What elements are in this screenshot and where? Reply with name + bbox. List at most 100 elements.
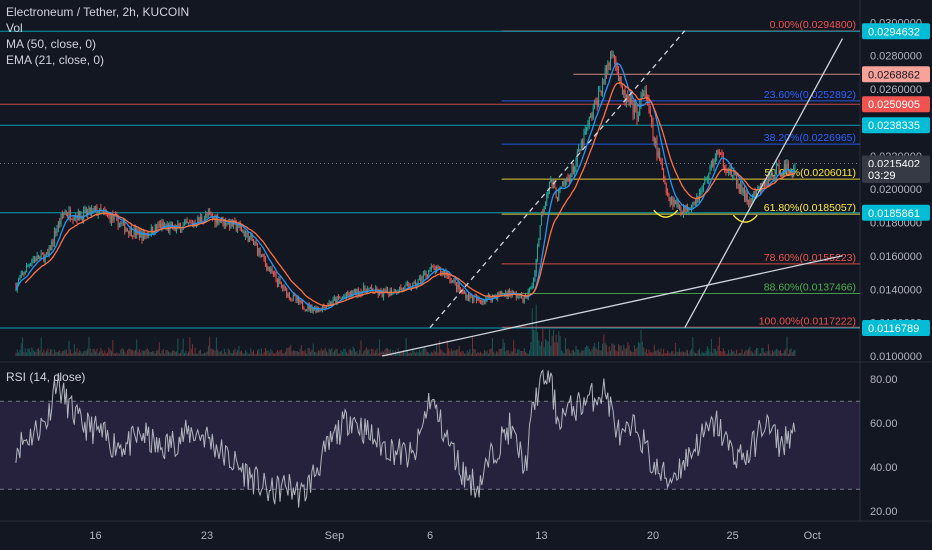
- candle[interactable]: [607, 63, 609, 75]
- candle[interactable]: [758, 187, 760, 189]
- candle[interactable]: [75, 215, 77, 218]
- candle[interactable]: [453, 279, 455, 281]
- candle[interactable]: [698, 192, 700, 200]
- candle[interactable]: [562, 181, 564, 187]
- candle[interactable]: [623, 90, 625, 94]
- candle[interactable]: [320, 309, 322, 311]
- candle[interactable]: [194, 223, 196, 226]
- candle[interactable]: [546, 194, 548, 202]
- candle[interactable]: [267, 267, 269, 270]
- candle[interactable]: [566, 177, 568, 182]
- candle[interactable]: [598, 90, 600, 107]
- candle[interactable]: [258, 247, 260, 254]
- candle[interactable]: [635, 104, 637, 107]
- candle[interactable]: [444, 270, 446, 276]
- candle[interactable]: [91, 209, 93, 215]
- candle[interactable]: [604, 68, 606, 84]
- candle[interactable]: [275, 274, 277, 280]
- candle[interactable]: [254, 242, 256, 244]
- candle[interactable]: [530, 288, 532, 290]
- candle[interactable]: [22, 273, 24, 275]
- candle[interactable]: [52, 241, 54, 243]
- candle[interactable]: [259, 247, 261, 256]
- candle[interactable]: [118, 223, 120, 228]
- candle[interactable]: [128, 230, 130, 235]
- candle[interactable]: [176, 227, 178, 232]
- candle[interactable]: [421, 277, 423, 282]
- candle[interactable]: [657, 151, 659, 157]
- candle[interactable]: [237, 227, 239, 231]
- candle[interactable]: [404, 285, 406, 290]
- candle[interactable]: [392, 293, 394, 295]
- candle[interactable]: [65, 212, 67, 216]
- candle[interactable]: [393, 289, 395, 294]
- candle[interactable]: [92, 208, 94, 210]
- candle[interactable]: [76, 215, 78, 221]
- candle[interactable]: [785, 164, 787, 172]
- candle[interactable]: [473, 296, 475, 301]
- candle[interactable]: [88, 207, 90, 212]
- candle[interactable]: [45, 252, 47, 255]
- candle[interactable]: [725, 169, 727, 173]
- candle[interactable]: [611, 54, 613, 57]
- candle[interactable]: [55, 231, 57, 234]
- candle[interactable]: [704, 180, 706, 184]
- candle[interactable]: [441, 272, 443, 274]
- candle[interactable]: [617, 69, 619, 81]
- candle[interactable]: [781, 173, 783, 175]
- candle[interactable]: [688, 208, 690, 212]
- candle[interactable]: [606, 68, 608, 75]
- candle[interactable]: [588, 117, 590, 125]
- candle[interactable]: [592, 108, 594, 118]
- candle[interactable]: [786, 164, 788, 172]
- candle[interactable]: [209, 212, 211, 215]
- candle[interactable]: [417, 279, 419, 285]
- candle[interactable]: [493, 294, 495, 297]
- candle[interactable]: [627, 95, 629, 98]
- candle[interactable]: [400, 287, 402, 290]
- candle[interactable]: [271, 268, 273, 274]
- candle[interactable]: [465, 293, 467, 299]
- candle[interactable]: [138, 231, 140, 238]
- candle[interactable]: [272, 273, 274, 275]
- candle[interactable]: [40, 253, 42, 257]
- candle[interactable]: [660, 160, 662, 164]
- candle[interactable]: [253, 240, 255, 243]
- candle[interactable]: [728, 171, 730, 173]
- support-trendline[interactable]: [684, 38, 844, 328]
- candle[interactable]: [262, 254, 264, 256]
- candle[interactable]: [234, 220, 236, 222]
- candle[interactable]: [469, 294, 471, 299]
- candle[interactable]: [247, 232, 249, 242]
- candle[interactable]: [113, 215, 115, 220]
- candle[interactable]: [653, 137, 655, 144]
- candle[interactable]: [292, 294, 294, 299]
- candle[interactable]: [793, 167, 795, 178]
- candle[interactable]: [448, 275, 450, 277]
- candle[interactable]: [238, 223, 240, 228]
- candle[interactable]: [283, 286, 285, 289]
- candle[interactable]: [406, 283, 408, 285]
- candle[interactable]: [290, 298, 292, 300]
- candle[interactable]: [352, 292, 354, 296]
- candle[interactable]: [716, 150, 718, 157]
- candle[interactable]: [39, 256, 41, 259]
- candle[interactable]: [60, 214, 62, 224]
- candle[interactable]: [552, 183, 554, 189]
- price-badge[interactable]: 0.0250905: [862, 96, 930, 113]
- candle[interactable]: [527, 291, 529, 299]
- candle[interactable]: [608, 63, 610, 66]
- candle[interactable]: [218, 220, 220, 224]
- candle[interactable]: [59, 222, 61, 224]
- candle[interactable]: [777, 164, 779, 166]
- candle[interactable]: [385, 289, 387, 293]
- candle[interactable]: [602, 82, 604, 94]
- candle[interactable]: [227, 221, 229, 225]
- candle[interactable]: [345, 292, 347, 297]
- candle[interactable]: [535, 259, 537, 274]
- candle[interactable]: [767, 179, 769, 182]
- candle[interactable]: [348, 294, 350, 296]
- candle[interactable]: [452, 280, 454, 283]
- candle[interactable]: [327, 306, 329, 308]
- candle[interactable]: [219, 220, 221, 222]
